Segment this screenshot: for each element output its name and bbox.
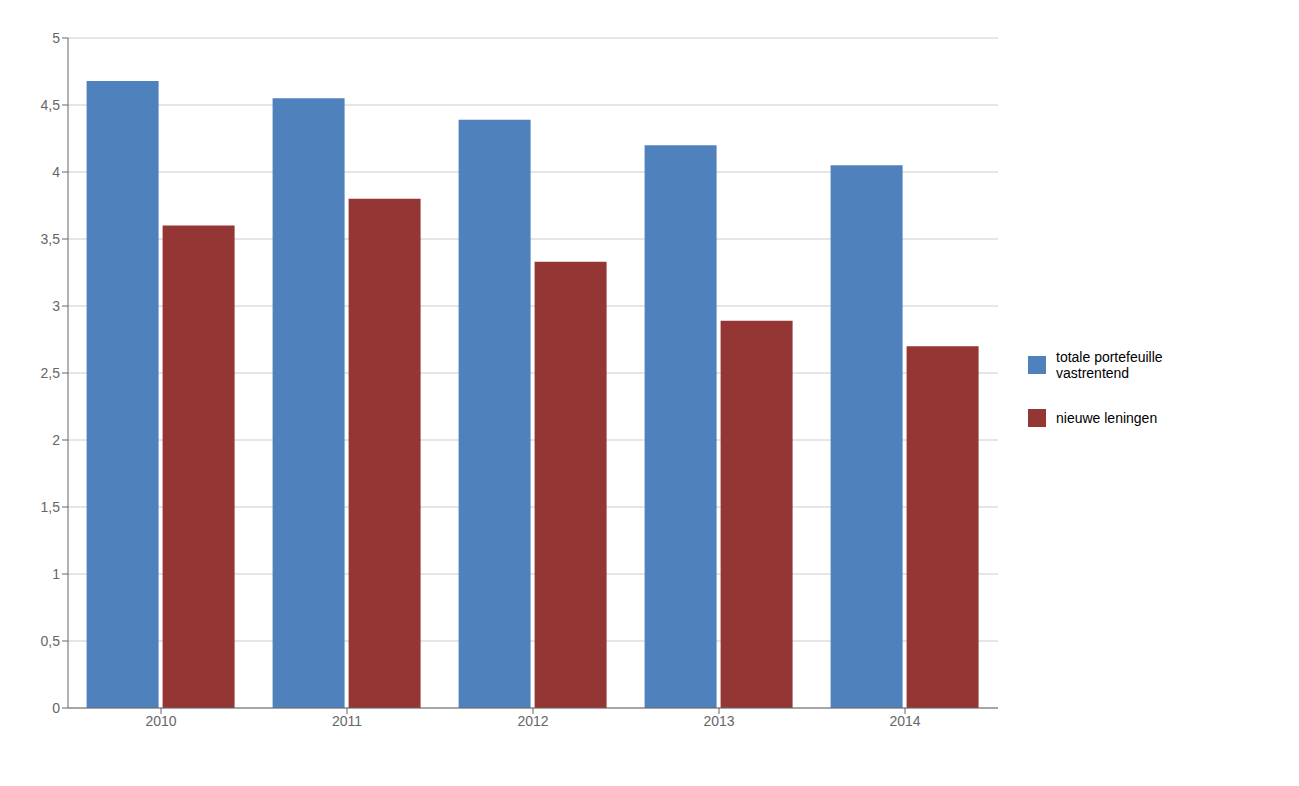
svg-text:2011: 2011	[332, 713, 362, 729]
svg-text:1,5: 1,5	[41, 499, 61, 515]
svg-text:2013: 2013	[703, 713, 734, 729]
svg-text:0: 0	[52, 700, 60, 716]
svg-text:2,5: 2,5	[41, 365, 61, 381]
html-text:nieuwe leningen: nieuwe leningen	[1056, 410, 1158, 426]
svg-text:2014: 2014	[889, 713, 920, 729]
svg-text:3,5: 3,5	[41, 231, 61, 247]
html-text:totale portefeuille: totale portefeuille	[1056, 349, 1163, 365]
svg-text:2010: 2010	[145, 713, 176, 729]
svg-text:2: 2	[52, 432, 60, 448]
svg-text:3: 3	[52, 298, 60, 314]
svg-text:2012: 2012	[517, 713, 548, 729]
svg-text:5: 5	[52, 30, 60, 46]
svg-text:0,5: 0,5	[41, 633, 61, 649]
html-text:vastrentend: vastrentend	[1056, 365, 1130, 381]
svg-text:4: 4	[52, 164, 60, 180]
svg-text:4,5: 4,5	[41, 97, 61, 113]
svg-text:1: 1	[52, 566, 60, 582]
